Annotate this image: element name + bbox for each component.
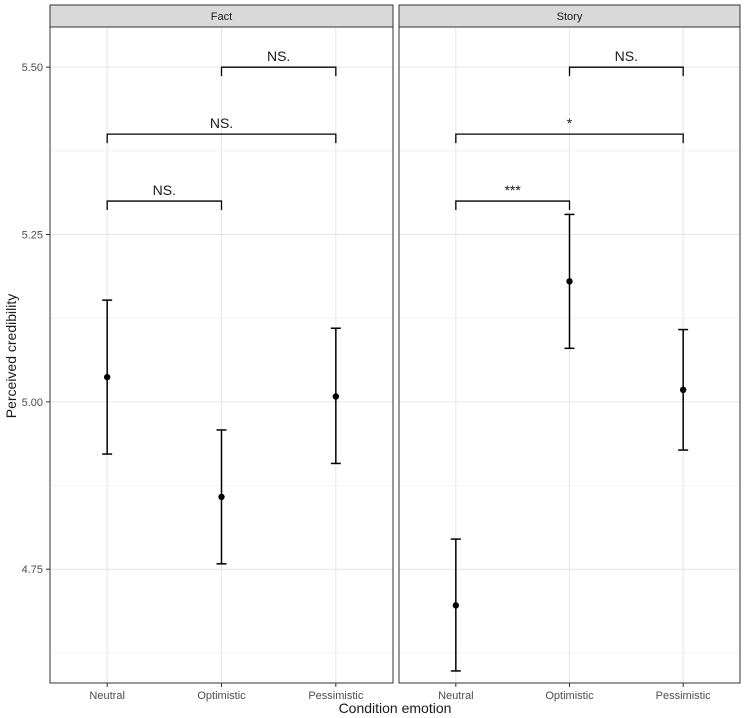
significance-bracket [106,133,337,144]
y-tick-label: 5.50 [22,62,43,74]
significance-label: NS. [267,48,290,64]
significance-label: *** [504,182,521,198]
significance-bracket [106,200,223,211]
y-axis-title: Perceived credibility [3,294,19,419]
y-tick-label: 4.75 [22,564,43,576]
x-tick-label: Pessimistic [308,690,364,702]
facet-strip-label: Fact [211,11,232,23]
significance-bracket [568,66,684,77]
y-axis: 4.75 5.00 5.25 5.50 [22,62,50,576]
x-tick-label: Optimistic [197,690,246,702]
x-tick-label: Neutral [438,690,473,702]
x-tick-label: Pessimistic [656,690,712,702]
chart-panels: Fact NS. NS. NS. Neutral Optimistic Pessimisti… [49,4,741,702]
significance-bracket [455,133,684,144]
significance-label: NS. [615,48,638,64]
significance-label: * [567,115,573,131]
significance-label: NS. [153,182,176,198]
panel-fact: Fact NS. NS. NS. Neutral Optimistic Pessimisti… [49,4,394,702]
data-point [566,278,573,285]
x-axis-title: Condition emotion [339,700,452,716]
y-tick-label: 5.00 [22,397,43,409]
data-point [218,493,225,501]
facet-strip-label: Story [557,11,583,23]
data-point [452,602,460,609]
data-point [679,386,687,394]
y-tick-label: 5.25 [22,230,43,242]
data-point [103,373,111,381]
x-tick-label: Optimistic [545,690,594,702]
data-point [332,393,340,400]
significance-label: NS. [210,115,233,131]
significance-bracket [220,66,337,77]
x-tick-label: Neutral [89,690,124,702]
significance-bracket [455,200,571,211]
